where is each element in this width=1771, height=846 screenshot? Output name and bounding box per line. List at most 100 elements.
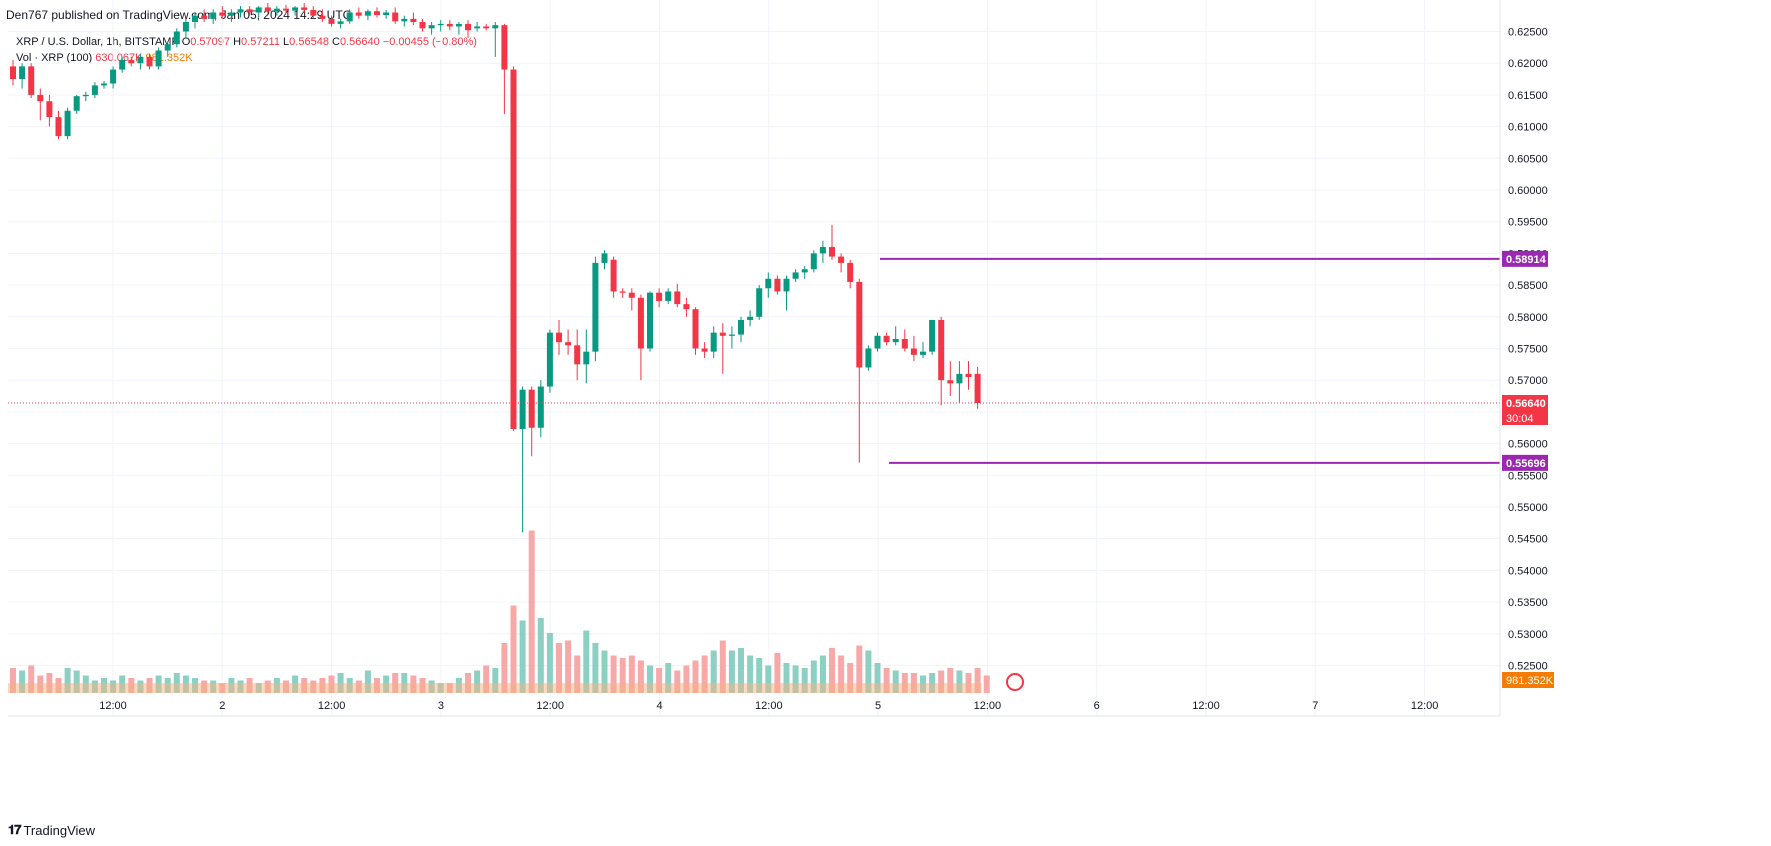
volume-bar bbox=[956, 670, 963, 693]
grid-lines bbox=[8, 0, 1500, 716]
candle-body bbox=[583, 351, 590, 365]
candle-body bbox=[101, 83, 107, 86]
volume-bar bbox=[938, 670, 945, 693]
candle-body bbox=[974, 373, 981, 404]
volume-bar bbox=[528, 530, 535, 693]
candle-body bbox=[747, 316, 754, 320]
candle-body bbox=[410, 18, 417, 22]
x-tick-label: 12:00 bbox=[974, 700, 1002, 712]
x-tick-label: 2 bbox=[219, 700, 225, 712]
candle-body bbox=[901, 338, 908, 349]
axes: 0.62500 0.62000 0.61500 0.61000 0.60500 0.600… bbox=[8, 0, 1548, 717]
resistance-price-tag-box bbox=[1502, 250, 1548, 267]
candle-body bbox=[110, 69, 117, 84]
candle-body bbox=[619, 291, 626, 293]
volume-bar bbox=[974, 668, 981, 693]
candle-body bbox=[346, 12, 353, 22]
candle-body bbox=[328, 18, 335, 24]
candle-body bbox=[756, 288, 763, 317]
y-tick-label: 0.57000 bbox=[1508, 375, 1548, 387]
candle-body bbox=[719, 332, 726, 336]
candle-body bbox=[829, 247, 835, 257]
candle-body bbox=[283, 8, 289, 11]
x-tick-label: 12:00 bbox=[536, 700, 564, 712]
y-tick-label: 0.61000 bbox=[1508, 122, 1548, 134]
candle-body bbox=[883, 335, 890, 343]
volume-bar bbox=[747, 655, 754, 693]
volume-bar bbox=[856, 645, 863, 693]
candle-body bbox=[28, 66, 35, 95]
candle-body bbox=[565, 342, 572, 346]
volume-bar bbox=[537, 618, 544, 693]
candle-body bbox=[364, 11, 371, 16]
countdown-box bbox=[1502, 411, 1548, 426]
volume-bar bbox=[674, 670, 681, 693]
candle-body bbox=[810, 253, 817, 270]
candle-body bbox=[556, 332, 562, 343]
last-price-tag-text: 0.56640 bbox=[1506, 398, 1546, 410]
volume-ma-tag-box bbox=[1502, 672, 1554, 688]
volume-bar bbox=[364, 670, 371, 693]
support-price-tag-box bbox=[1502, 454, 1548, 471]
candle-body bbox=[528, 389, 535, 428]
volume-bar bbox=[492, 668, 499, 693]
candle-body bbox=[483, 26, 490, 29]
open-label: O bbox=[181, 36, 191, 48]
volume-bar bbox=[892, 670, 899, 693]
candle-body bbox=[674, 291, 681, 305]
volume-bar bbox=[719, 640, 726, 693]
candle-body bbox=[455, 23, 462, 27]
candle-body bbox=[492, 25, 499, 29]
volume-bar bbox=[692, 660, 699, 693]
volume-bar bbox=[73, 670, 80, 693]
volume-bar bbox=[983, 675, 990, 693]
candle-body bbox=[501, 25, 508, 70]
candle-body bbox=[592, 262, 599, 352]
candle-body bbox=[419, 22, 426, 29]
volume-ma-area bbox=[8, 683, 982, 693]
candle-body bbox=[255, 7, 262, 13]
volume-bar bbox=[656, 668, 663, 693]
candle-body bbox=[847, 262, 854, 282]
low-value: 0.56548 bbox=[289, 36, 329, 48]
x-tick-label: 6 bbox=[1094, 700, 1100, 712]
y-tick-label: 0.56000 bbox=[1508, 439, 1548, 451]
volume-bar bbox=[665, 663, 672, 693]
candle-body bbox=[155, 50, 162, 67]
candle-body bbox=[628, 292, 635, 298]
x-tick-label: 7 bbox=[1312, 700, 1318, 712]
candle-body bbox=[510, 69, 517, 430]
x-tick-label: 12:00 bbox=[1411, 700, 1439, 712]
ohlc-legend: XRP / U.S. Dollar, 1h, BITSTAMP O0.57097… bbox=[16, 36, 477, 48]
volume-bar bbox=[701, 655, 708, 693]
volume-bar bbox=[947, 668, 954, 693]
x-tick-label: 4 bbox=[656, 700, 662, 712]
y-tick-label: 0.58000 bbox=[1508, 312, 1548, 324]
candle-body bbox=[865, 348, 872, 368]
volume-bar bbox=[483, 665, 490, 693]
candle-body bbox=[37, 94, 44, 102]
volume-bar bbox=[647, 665, 653, 693]
candle-body bbox=[137, 56, 144, 64]
volume-bar bbox=[19, 670, 26, 693]
candle-body bbox=[173, 31, 180, 45]
y-tick-label: 0.54500 bbox=[1508, 534, 1548, 546]
volume-bar bbox=[474, 670, 481, 693]
candle-body bbox=[119, 60, 126, 70]
change-value: −0.00455 (−0.80%) bbox=[382, 36, 477, 48]
y-tick-label: 0.60500 bbox=[1508, 153, 1548, 165]
volume-bar bbox=[628, 655, 635, 693]
volume-bar bbox=[10, 668, 16, 693]
volume-bar bbox=[637, 660, 644, 693]
candle-body bbox=[647, 292, 653, 349]
candle-body bbox=[55, 117, 62, 137]
candle-body bbox=[929, 319, 936, 352]
volume-ma-tag-text: 981.352K bbox=[1506, 675, 1554, 687]
candle-body bbox=[428, 25, 435, 29]
volume-bar bbox=[64, 668, 71, 693]
candle-body bbox=[19, 66, 26, 80]
candle-body bbox=[301, 7, 308, 10]
candle-body bbox=[355, 12, 362, 16]
candle-body bbox=[938, 319, 945, 381]
